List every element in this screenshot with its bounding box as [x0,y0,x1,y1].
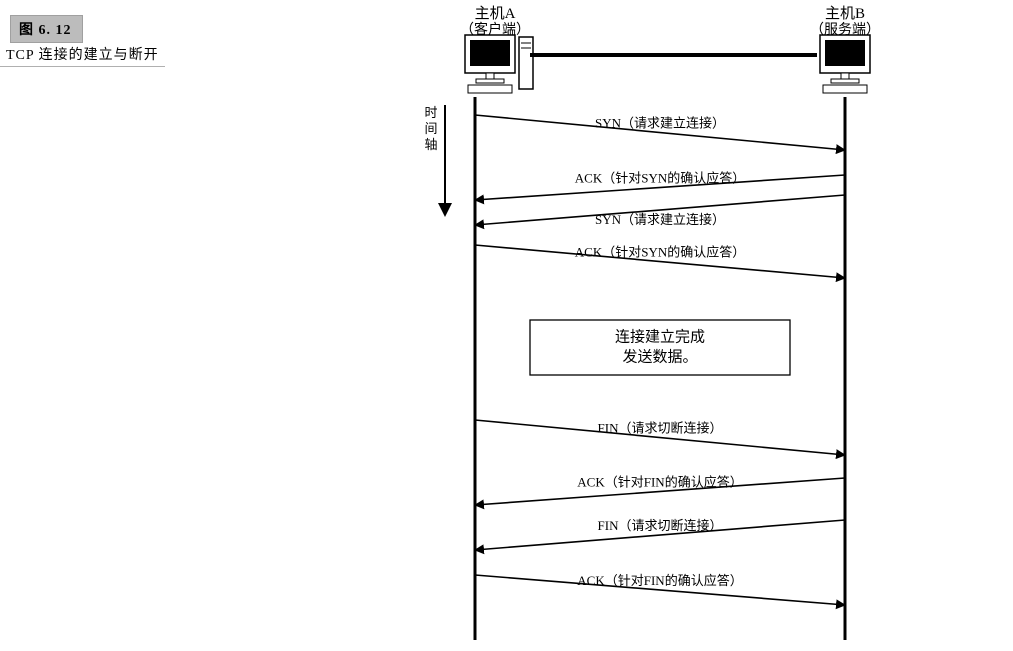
connection-established-box: 连接建立完成发送数据。 [530,320,790,375]
svg-text:轴: 轴 [424,137,437,152]
message-label: FIN（请求切断连接） [598,421,723,436]
message-arrow: ACK（针对FIN的确认应答） [475,475,845,506]
computer-icon [465,35,533,93]
message-label: FIN（请求切断连接） [598,518,723,533]
message-label: ACK（针对FIN的确认应答） [577,475,742,490]
message-arrow: ACK（针对FIN的确认应答） [475,573,845,605]
message-label: ACK（针对SYN的确认应答） [575,245,745,260]
message-arrow: SYN（请求建立连接） [475,195,845,227]
message-arrow: FIN（请求切断连接） [475,518,845,550]
message-arrow: ACK（针对SYN的确认应答） [475,245,845,279]
svg-text:发送数据。: 发送数据。 [622,349,697,366]
message-arrow: FIN（请求切断连接） [475,420,845,455]
page: 图 6. 12 TCP 连接的建立与断开 主机A（客户端）主机B（服务端）时间轴… [0,0,1013,651]
computer-icon [820,35,870,93]
message-label: SYN（请求建立连接） [595,116,725,131]
svg-text:主机A: 主机A [475,5,516,22]
message-label: ACK（针对FIN的确认应答） [577,573,742,588]
svg-text:主机B: 主机B [825,5,865,22]
svg-text:时: 时 [424,105,437,120]
message-arrow: ACK（针对SYN的确认应答） [475,171,845,201]
svg-text:间: 间 [424,121,437,136]
message-arrow: SYN（请求建立连接） [475,115,845,150]
svg-text:连接建立完成: 连接建立完成 [615,329,705,346]
message-label: ACK（针对SYN的确认应答） [575,171,745,186]
message-label: SYN（请求建立连接） [595,212,725,227]
sequence-diagram: 主机A（客户端）主机B（服务端）时间轴SYN（请求建立连接）ACK（针对SYN的… [0,0,1013,651]
